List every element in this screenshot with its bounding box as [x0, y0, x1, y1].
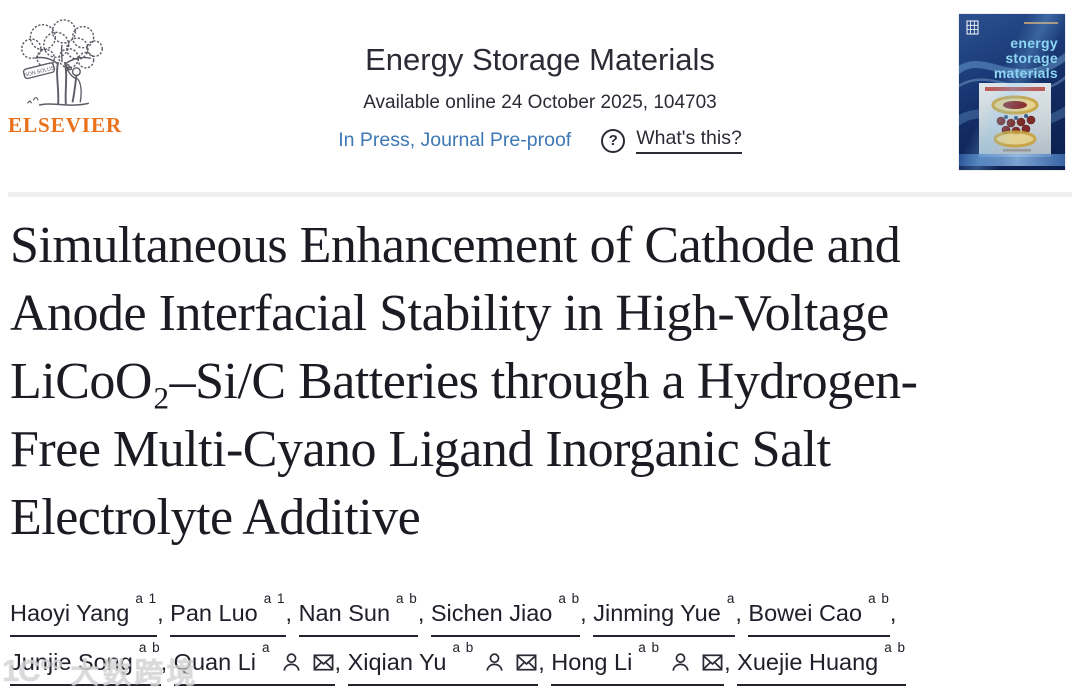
author-link[interactable]: Junjie Songa b [10, 640, 161, 686]
cover-issue-info [1024, 22, 1058, 24]
author-link[interactable]: Nan Suna b [298, 591, 418, 637]
title-line: Electrolyte Additive [10, 489, 421, 546]
elsevier-logo[interactable]: NON SOLUS ELSEVIER [8, 18, 123, 138]
title-line: Free Multi-Cyano Ligand Inorganic Salt [10, 421, 831, 478]
article-title: Simultaneous Enhancement of Cathode and … [10, 212, 1072, 552]
mail-icon[interactable] [701, 651, 724, 674]
author-list: Haoyi Yanga 1, Pan Luoa 1, Nan Suna b, S… [10, 588, 1075, 686]
press-status-row: In Press, Journal Pre-proof ? What's thi… [210, 127, 870, 154]
person-icon[interactable] [280, 651, 303, 674]
availability-date: Available online 24 October 2025, 104703 [363, 92, 717, 113]
title-line: LiCoO₂–Si/C Batteries through a Hydrogen… [10, 353, 918, 410]
person-icon[interactable] [483, 651, 506, 674]
journal-title[interactable]: Energy Storage Materials [365, 42, 715, 77]
author-link[interactable]: Xuejie Huanga b [737, 640, 907, 686]
author-link[interactable]: Sichen Jiaoa b [430, 591, 581, 637]
author-link[interactable]: Pan Luoa 1 [170, 591, 286, 637]
cover-artwork [979, 83, 1051, 157]
author-link[interactable]: Quan Lia [173, 640, 335, 686]
author-link[interactable]: Hong Lia b [551, 640, 725, 686]
mail-icon[interactable] [515, 651, 538, 674]
in-press-link[interactable]: In Press, Journal Pre-proof [338, 129, 572, 151]
person-icon[interactable] [669, 651, 692, 674]
mail-icon[interactable] [312, 651, 335, 674]
author-link[interactable]: Jinming Yuea [593, 591, 736, 637]
title-line: Anode Interfacial Stability in High-Volt… [10, 285, 889, 342]
journal-header: Energy Storage Materials Available onlin… [210, 42, 870, 154]
author-link[interactable]: Bowei Caoa b [748, 591, 890, 637]
cover-publisher-icon [966, 20, 979, 35]
cover-wave-decoration [959, 52, 1065, 127]
header-divider [8, 192, 1072, 197]
title-line: Simultaneous Enhancement of Cathode and [10, 217, 901, 274]
elsevier-wordmark: ELSEVIER [8, 113, 123, 137]
cover-journal-title: energy storage materials [993, 35, 1058, 81]
cover-bottom-band [959, 154, 1065, 166]
journal-cover-thumbnail[interactable]: energy storage materials [959, 14, 1065, 170]
elsevier-tree-icon: NON SOLUS [21, 19, 103, 106]
author-link[interactable]: Xiqian Yua b [347, 640, 539, 686]
author-link[interactable]: Haoyi Yanga 1 [10, 591, 158, 637]
question-circle-icon[interactable]: ? [601, 128, 626, 153]
whats-this-link[interactable]: What's this? [636, 127, 742, 154]
page-header: NON SOLUS ELSEVIER Energy Storage Materi… [0, 0, 1080, 192]
